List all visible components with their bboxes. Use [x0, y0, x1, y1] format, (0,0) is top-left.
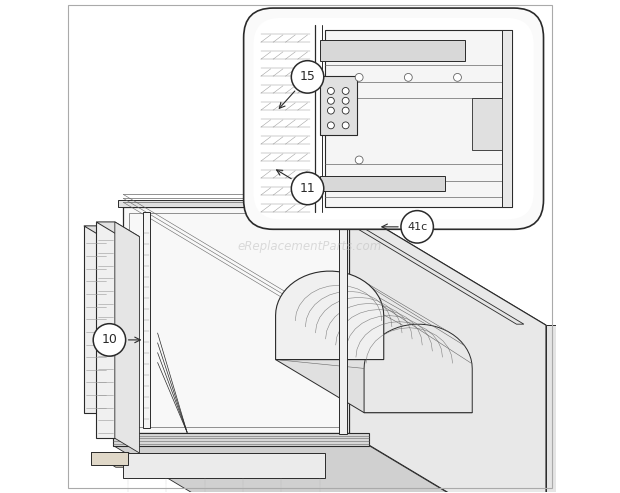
Circle shape: [355, 156, 363, 164]
Circle shape: [327, 122, 334, 129]
Polygon shape: [123, 207, 546, 325]
Circle shape: [291, 61, 324, 93]
Polygon shape: [320, 76, 356, 135]
Polygon shape: [472, 98, 502, 150]
Circle shape: [342, 88, 349, 94]
Polygon shape: [349, 207, 546, 493]
Polygon shape: [84, 226, 108, 413]
Polygon shape: [364, 324, 472, 413]
FancyBboxPatch shape: [254, 18, 534, 219]
Polygon shape: [123, 207, 349, 433]
Circle shape: [291, 172, 324, 205]
Polygon shape: [84, 226, 123, 235]
Polygon shape: [108, 226, 123, 422]
Circle shape: [454, 73, 461, 81]
Circle shape: [342, 122, 349, 129]
Polygon shape: [340, 218, 524, 324]
Text: 41c: 41c: [407, 222, 427, 232]
Polygon shape: [91, 453, 153, 467]
Polygon shape: [115, 222, 140, 453]
Polygon shape: [91, 453, 128, 465]
Circle shape: [404, 73, 412, 81]
Circle shape: [93, 324, 126, 356]
Circle shape: [342, 107, 349, 114]
Polygon shape: [325, 30, 511, 207]
Polygon shape: [275, 271, 384, 359]
Circle shape: [401, 211, 433, 243]
Text: eReplacementParts.com: eReplacementParts.com: [238, 240, 382, 253]
FancyBboxPatch shape: [244, 8, 544, 229]
Text: 15: 15: [299, 70, 316, 83]
Polygon shape: [502, 30, 512, 207]
Text: 10: 10: [102, 333, 117, 347]
Circle shape: [342, 97, 349, 104]
Polygon shape: [546, 325, 556, 493]
Polygon shape: [96, 222, 115, 438]
Circle shape: [355, 73, 363, 81]
Circle shape: [327, 107, 334, 114]
Text: 11: 11: [299, 182, 316, 195]
Polygon shape: [143, 212, 150, 428]
Polygon shape: [118, 200, 359, 207]
Polygon shape: [320, 176, 445, 191]
Polygon shape: [340, 218, 347, 434]
Polygon shape: [113, 446, 565, 493]
Polygon shape: [113, 433, 369, 446]
Circle shape: [327, 97, 334, 104]
Polygon shape: [96, 222, 140, 237]
Polygon shape: [123, 453, 325, 478]
Polygon shape: [275, 359, 472, 413]
Polygon shape: [320, 40, 465, 61]
Circle shape: [327, 88, 334, 94]
Polygon shape: [123, 433, 546, 493]
